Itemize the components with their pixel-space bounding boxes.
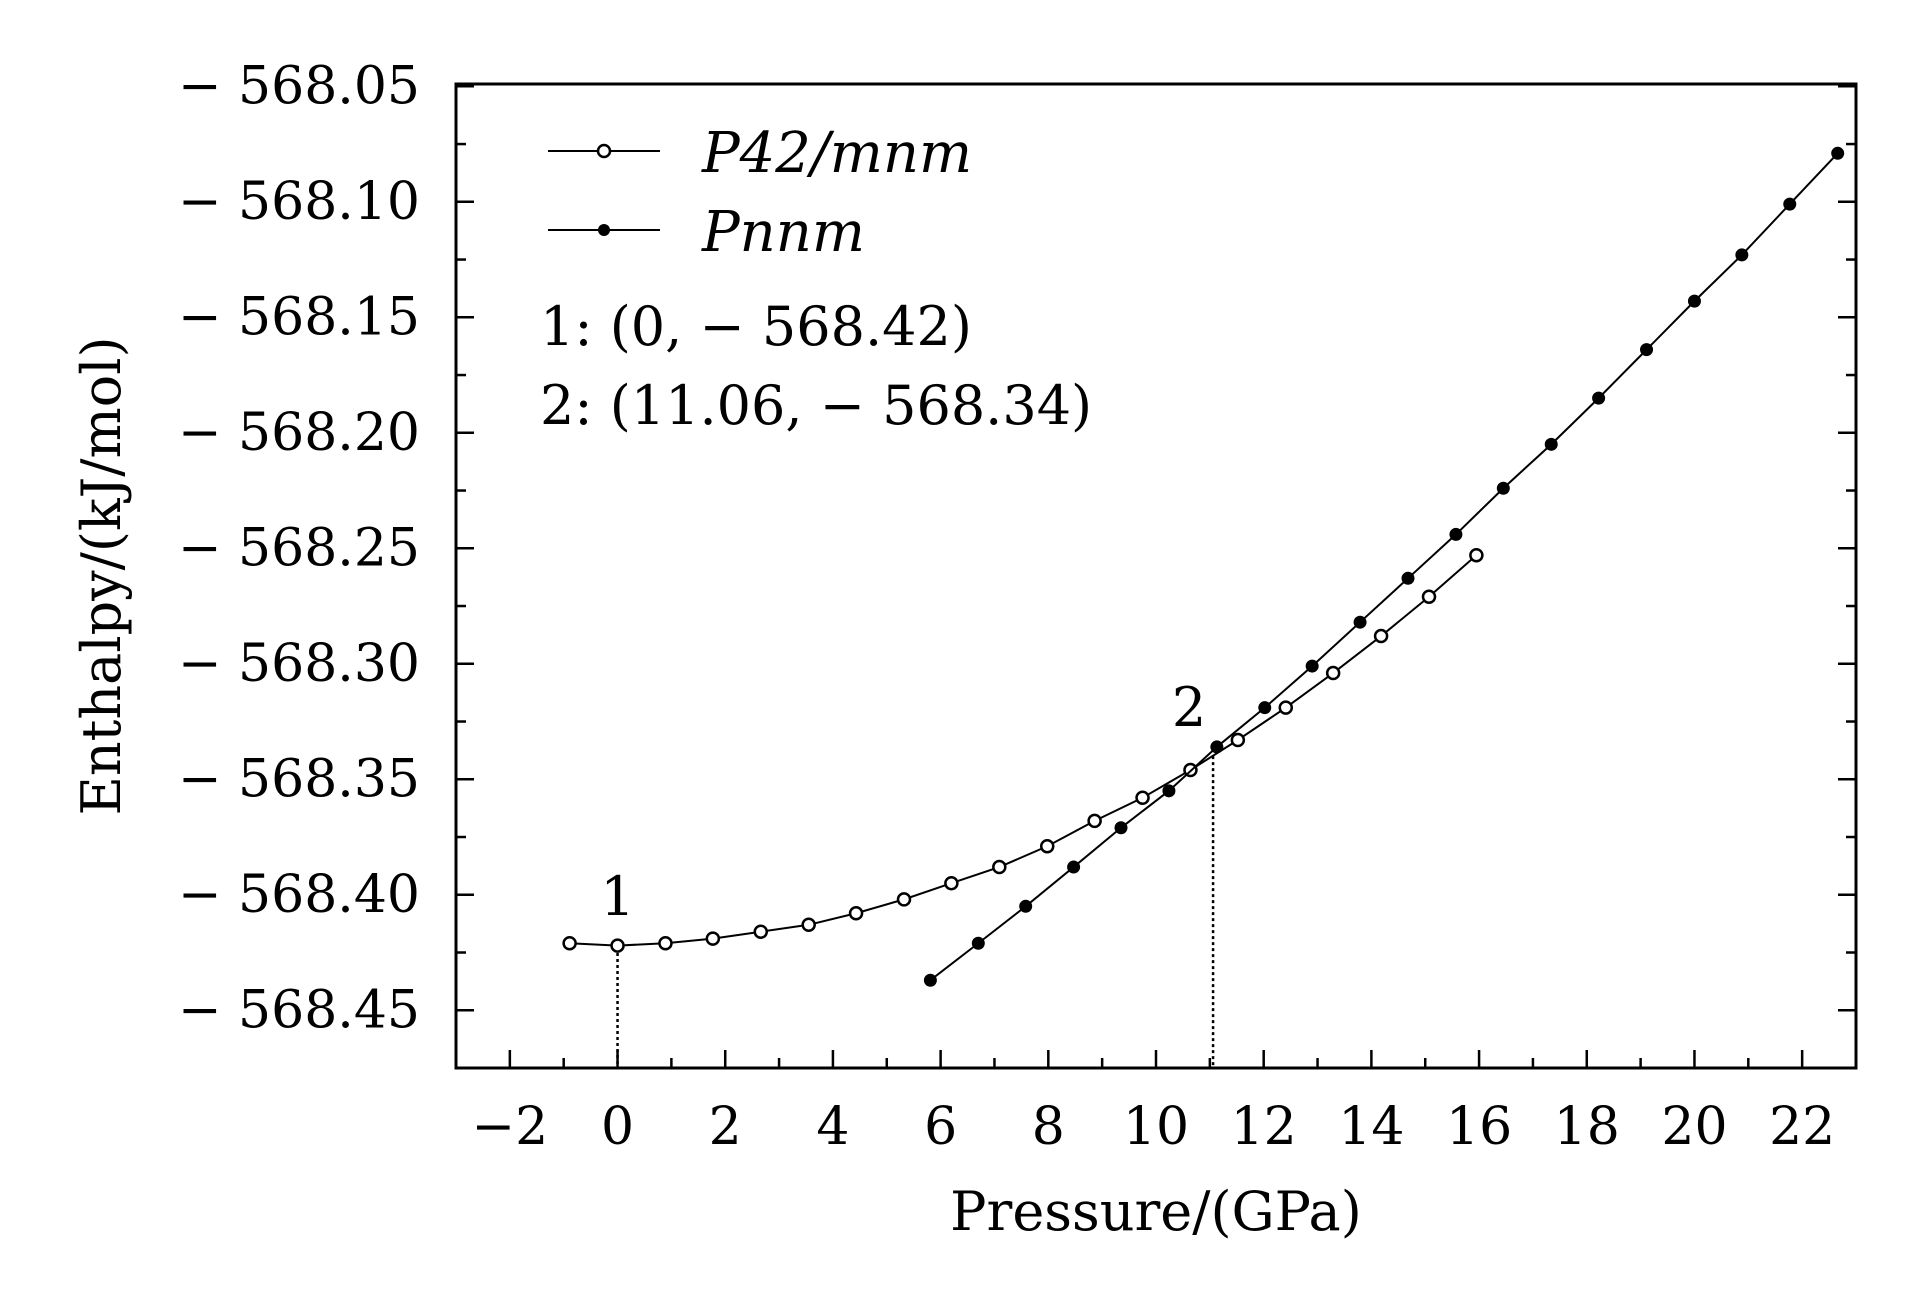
x-tick-label: 4 — [816, 1097, 849, 1157]
y-tick-label: − 568.45 — [178, 980, 420, 1040]
data-point-p42mnm — [753, 924, 769, 939]
annotation-marker-label: 1 — [600, 865, 634, 928]
data-point-p42mnm — [1087, 813, 1102, 829]
data-point-pnnm — [1162, 784, 1176, 798]
series-group — [562, 146, 1845, 987]
y-tick-label: − 568.20 — [178, 403, 420, 463]
data-point-p42mnm — [1421, 589, 1437, 605]
x-tick-label: 16 — [1446, 1097, 1512, 1157]
legend-marker-filled-circle-icon — [598, 224, 610, 236]
data-point-p42mnm — [1373, 628, 1389, 644]
data-point-pnnm — [971, 936, 985, 950]
y-tick-label: − 568.05 — [178, 56, 420, 116]
data-point-pnnm — [1210, 740, 1224, 754]
y-tick-label: − 568.30 — [178, 634, 420, 694]
y-tick-label: − 568.15 — [178, 287, 420, 347]
data-point-p42mnm — [1469, 547, 1484, 563]
x-tick-label: 12 — [1231, 1097, 1297, 1157]
legend-marker-open-circle-icon — [596, 143, 612, 159]
series-line-p42mnm — [569, 554, 1478, 947]
data-point-p42mnm — [610, 938, 625, 953]
data-point-p42mnm — [1230, 732, 1246, 748]
x-tick-label: 18 — [1554, 1097, 1620, 1157]
data-point-p42mnm — [944, 875, 959, 891]
data-point-pnnm — [1353, 615, 1367, 629]
data-point-pnnm — [923, 973, 937, 987]
data-point-p42mnm — [896, 892, 912, 907]
x-tick-label: 22 — [1769, 1097, 1835, 1157]
y-axis-label: Enthalpy/(kJ/mol) — [70, 336, 133, 815]
x-tick-label: −2 — [472, 1097, 549, 1157]
data-point-p42mnm — [848, 905, 864, 921]
legend-label-p42mnm: P42/mnm — [701, 121, 972, 186]
data-point-pnnm — [1592, 391, 1606, 405]
x-tick-label: 6 — [924, 1097, 957, 1157]
data-point-pnnm — [1019, 899, 1033, 913]
axis-ticks — [454, 85, 1858, 1068]
data-point-p42mnm — [1278, 700, 1294, 715]
x-tick-label: 8 — [1032, 1097, 1065, 1157]
data-point-p42mnm — [658, 936, 673, 951]
data-point-pnnm — [1496, 481, 1510, 495]
data-point-pnnm — [1258, 701, 1272, 715]
data-point-pnnm — [1687, 294, 1701, 308]
data-point-pnnm — [1783, 197, 1797, 211]
data-point-p42mnm — [1135, 790, 1150, 805]
data-point-p42mnm — [562, 936, 577, 951]
data-point-pnnm — [1114, 821, 1128, 835]
data-point-pnnm — [1831, 146, 1845, 160]
data-point-pnnm — [1401, 571, 1415, 585]
data-point-pnnm — [1735, 248, 1749, 262]
point-annotations: 12 — [600, 676, 1206, 928]
x-tick-label: 0 — [601, 1097, 634, 1157]
x-axis-label: Pressure/(GPa) — [950, 1180, 1362, 1243]
x-tick-label: 10 — [1123, 1097, 1189, 1157]
data-point-p42mnm — [1039, 839, 1055, 854]
data-point-pnnm — [1640, 343, 1654, 357]
data-point-p42mnm — [801, 917, 816, 933]
data-point-p42mnm — [705, 931, 721, 946]
guide-lines — [616, 756, 1215, 1068]
plot-frame — [454, 82, 1858, 1070]
data-point-pnnm — [1544, 437, 1558, 451]
data-point-pnnm — [1449, 527, 1463, 541]
x-tick-label: 20 — [1661, 1097, 1727, 1157]
data-point-p42mnm — [1325, 665, 1341, 681]
data-point-pnnm — [1305, 659, 1319, 673]
y-tick-labels: − 568.05 − 568.10 − 568.15 − 568.20 − 568.25… — [178, 56, 420, 1040]
data-point-p42mnm — [992, 859, 1007, 875]
y-tick-label: − 568.25 — [178, 518, 420, 578]
series-line-pnnm — [929, 152, 1839, 982]
data-point-pnnm — [1067, 860, 1081, 874]
y-tick-label: − 568.40 — [178, 865, 420, 925]
y-tick-label: − 568.10 — [178, 172, 420, 232]
legend: P42/mnm Pnnm — [548, 121, 972, 265]
y-tick-label: − 568.35 — [178, 749, 420, 809]
annotation-marker-label: 2 — [1172, 676, 1206, 739]
legend-label-pnnm: Pnnm — [701, 200, 865, 265]
x-tick-label: 14 — [1338, 1097, 1404, 1157]
x-tick-label: 2 — [709, 1097, 742, 1157]
annotation-point-2-text: 2: (11.06, − 568.34) — [540, 374, 1092, 437]
annotation-point-1-text: 1: (0, − 568.42) — [540, 295, 972, 358]
x-tick-labels: −2 0 2 4 6 8 10 12 14 16 18 20 22 — [472, 1097, 1836, 1157]
